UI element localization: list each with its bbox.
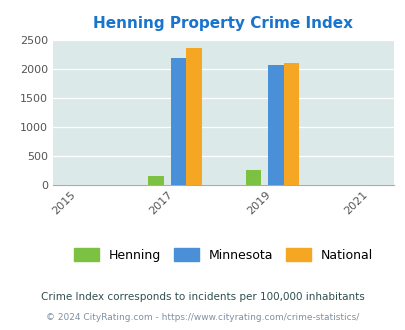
Text: Crime Index corresponds to incidents per 100,000 inhabitants: Crime Index corresponds to incidents per… <box>41 292 364 302</box>
Bar <box>283 63 298 185</box>
Bar <box>186 48 201 185</box>
Bar <box>148 176 164 185</box>
Legend: Henning, Minnesota, National: Henning, Minnesota, National <box>68 243 377 267</box>
Bar <box>267 65 283 185</box>
Bar <box>170 58 186 185</box>
Text: © 2024 CityRating.com - https://www.cityrating.com/crime-statistics/: © 2024 CityRating.com - https://www.city… <box>46 313 359 322</box>
Title: Henning Property Crime Index: Henning Property Crime Index <box>93 16 352 31</box>
Bar <box>245 170 261 185</box>
